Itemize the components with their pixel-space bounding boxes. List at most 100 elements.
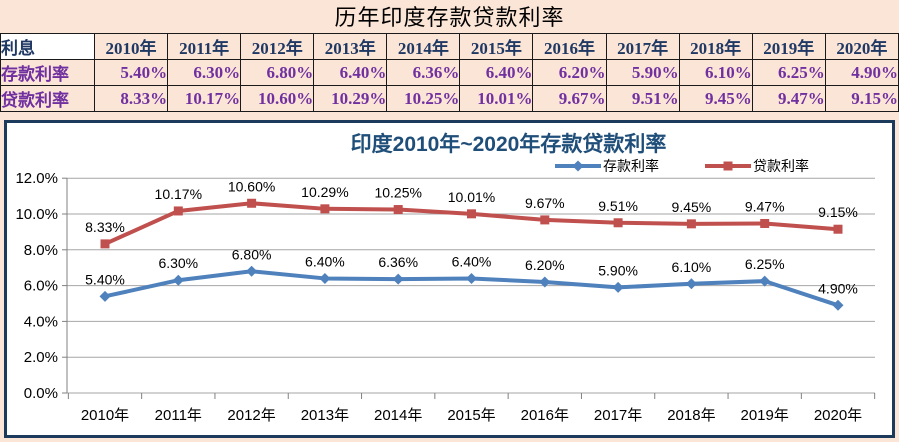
rate-value-cell[interactable]: 9.51%	[605, 85, 680, 112]
year-header-cell[interactable]: 2011年	[167, 33, 242, 60]
axes	[66, 178, 876, 399]
rate-value-cell[interactable]: 6.30%	[167, 59, 242, 86]
svg-text:4.90%: 4.90%	[818, 280, 858, 296]
rate-value-cell[interactable]: 10.29%	[313, 85, 388, 112]
rate-value-cell[interactable]: 5.40%	[93, 59, 169, 86]
rate-value-cell[interactable]: 10.25%	[386, 85, 461, 112]
svg-text:2020年: 2020年	[814, 407, 862, 424]
rate-value-cell[interactable]: 6.25%	[751, 59, 826, 86]
year-header-cell[interactable]: 2013年	[313, 33, 388, 60]
table-header-row: 利息 2010年 2011年 2012年 2013年 2014年 2015年 2016年 201…	[0, 33, 899, 60]
year-header-cell[interactable]: 2018年	[678, 33, 753, 60]
rate-value-cell[interactable]: 9.47%	[751, 85, 826, 112]
row-label-cell[interactable]: 贷款利率	[0, 85, 95, 112]
rate-value-cell[interactable]: 6.40%	[313, 59, 388, 86]
rate-value-cell[interactable]: 6.36%	[386, 59, 461, 86]
rate-value-cell[interactable]: 9.67%	[532, 85, 607, 112]
svg-text:2018年: 2018年	[667, 407, 715, 424]
svg-text:6.25%: 6.25%	[745, 256, 785, 272]
svg-text:10.01%: 10.01%	[448, 189, 495, 205]
rate-value-cell[interactable]: 4.90%	[824, 59, 899, 86]
table-row: 贷款利率 8.33% 10.17% 10.60% 10.29% 10.25% 10.01% 9…	[0, 85, 899, 112]
year-header-cell[interactable]: 2016年	[532, 33, 607, 60]
data-labels-loan: 8.33% 10.17% 10.60% 10.29% 10.25% 10.01% 9.67%…	[85, 178, 858, 235]
square-line-marker-icon	[705, 161, 751, 171]
svg-text:6.30%: 6.30%	[158, 255, 198, 271]
svg-text:2017年: 2017年	[594, 407, 642, 424]
svg-text:2.0%: 2.0%	[24, 349, 58, 366]
svg-text:8.33%: 8.33%	[85, 219, 125, 235]
svg-text:6.0%: 6.0%	[24, 278, 58, 295]
svg-text:2015年: 2015年	[447, 407, 495, 424]
svg-text:5.40%: 5.40%	[85, 271, 125, 287]
svg-text:10.25%: 10.25%	[374, 185, 421, 201]
rate-value-cell[interactable]: 5.90%	[605, 59, 680, 86]
svg-text:10.60%: 10.60%	[228, 178, 275, 194]
y-axis-tick-labels: 0.0% 2.0% 4.0% 6.0% 8.0% 10.0% 12.0%	[15, 170, 58, 402]
svg-text:8.0%: 8.0%	[24, 242, 58, 259]
diamond-line-marker-icon	[555, 160, 601, 172]
x-axis-tick-labels: 2010年 2011年 2012年 2013年 2014年 2015年 2016年 2017年…	[81, 407, 862, 424]
rate-value-cell[interactable]: 8.33%	[93, 85, 169, 112]
series-deposit	[99, 265, 844, 311]
svg-text:6.40%: 6.40%	[452, 253, 492, 269]
svg-text:0.0%: 0.0%	[24, 385, 58, 402]
rate-value-cell[interactable]: 6.10%	[678, 59, 753, 86]
series-loan	[100, 198, 843, 249]
rate-value-cell[interactable]: 6.20%	[532, 59, 607, 86]
year-header-cell[interactable]: 2015年	[459, 33, 534, 60]
rate-value-cell[interactable]: 9.15%	[824, 85, 899, 112]
rate-value-cell[interactable]: 10.17%	[167, 85, 242, 112]
svg-text:2013年: 2013年	[301, 407, 349, 424]
rate-value-cell[interactable]: 10.60%	[240, 85, 315, 112]
svg-text:2010年: 2010年	[81, 407, 129, 424]
chart-legend: 存款利率 贷款利率	[555, 156, 809, 176]
svg-text:2016年: 2016年	[521, 407, 569, 424]
svg-text:6.36%: 6.36%	[378, 254, 418, 270]
svg-text:2014年: 2014年	[374, 407, 422, 424]
rate-value-cell[interactable]: 6.80%	[240, 59, 315, 86]
svg-text:9.67%: 9.67%	[525, 195, 565, 211]
svg-text:6.40%: 6.40%	[305, 253, 345, 269]
svg-text:9.47%: 9.47%	[745, 198, 785, 214]
gridlines	[62, 177, 875, 394]
chart-area[interactable]: 印度2010年~2020年存款贷款利率 存款利率 贷款利率 0.0% 2.0% 4.0…	[4, 120, 895, 438]
year-header-cell[interactable]: 2017年	[605, 33, 680, 60]
table-row: 存款利率 5.40% 6.30% 6.80% 6.40% 6.36% 6.40% 6.20% 5…	[0, 59, 899, 86]
svg-text:4.0%: 4.0%	[24, 313, 58, 330]
rate-value-cell[interactable]: 6.40%	[459, 59, 534, 86]
corner-cell[interactable]: 利息	[0, 33, 95, 60]
svg-text:9.15%: 9.15%	[818, 204, 858, 220]
legend-item-loan: 贷款利率	[705, 156, 809, 176]
svg-text:2019年: 2019年	[741, 407, 789, 424]
year-header-cell[interactable]: 2012年	[240, 33, 315, 60]
rate-value-cell[interactable]: 10.01%	[459, 85, 534, 112]
year-header-cell[interactable]: 2010年	[93, 33, 169, 60]
svg-text:5.90%: 5.90%	[598, 262, 638, 278]
svg-text:10.17%: 10.17%	[155, 186, 202, 202]
svg-text:9.51%: 9.51%	[598, 198, 638, 214]
legend-label: 存款利率	[603, 158, 659, 174]
svg-text:6.10%: 6.10%	[672, 259, 712, 275]
table-title: 历年印度存款贷款利率	[334, 5, 565, 30]
svg-text:10.29%: 10.29%	[301, 184, 348, 200]
svg-text:9.45%: 9.45%	[672, 199, 712, 215]
data-labels-deposit: 5.40% 6.30% 6.80% 6.40% 6.36% 6.40% 6.20% 5.90%…	[85, 246, 858, 296]
year-header-cell[interactable]: 2019年	[751, 33, 826, 60]
rate-value-cell[interactable]: 9.45%	[678, 85, 753, 112]
legend-label: 贷款利率	[753, 158, 809, 174]
year-header-cell[interactable]: 2020年	[824, 33, 899, 60]
svg-text:10.0%: 10.0%	[15, 206, 58, 223]
svg-text:12.0%: 12.0%	[15, 170, 58, 187]
svg-text:2011年: 2011年	[155, 407, 202, 424]
year-header-cell[interactable]: 2014年	[386, 33, 461, 60]
chart-title: 印度2010年~2020年存款贷款利率	[350, 133, 667, 156]
row-label-cell[interactable]: 存款利率	[0, 59, 95, 86]
rates-line-chart: 0.0% 2.0% 4.0% 6.0% 8.0% 10.0% 12.0% 2010年 2011年…	[15, 170, 876, 424]
svg-text:6.20%: 6.20%	[525, 257, 565, 273]
svg-text:6.80%: 6.80%	[232, 246, 272, 262]
rates-table: 利息 2010年 2011年 2012年 2013年 2014年 2015年 2016年 201…	[0, 33, 899, 112]
svg-text:2012年: 2012年	[227, 407, 275, 424]
legend-item-deposit: 存款利率	[555, 156, 659, 176]
